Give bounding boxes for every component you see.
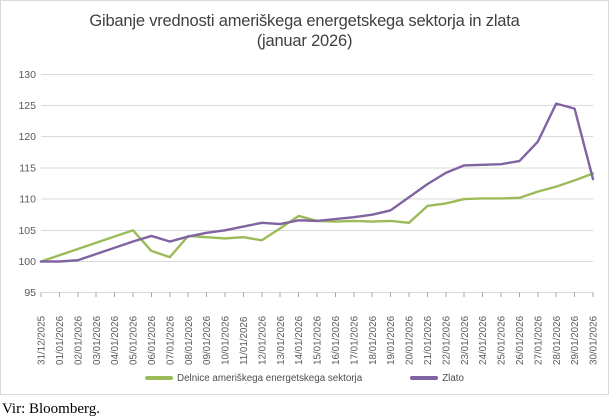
- x-tick-label: 30/01/2026: [589, 315, 600, 365]
- series-line-delnice: [39, 172, 595, 263]
- x-tick-label: 20/01/2026: [405, 315, 416, 365]
- y-tick-label: 100: [18, 256, 36, 268]
- y-tick-label: 125: [18, 100, 36, 112]
- y-tick-label: 95: [24, 287, 36, 299]
- x-tick-label: 21/01/2026: [423, 315, 434, 365]
- x-tick-label: 05/01/2026: [129, 315, 140, 365]
- x-tick-label: 14/01/2026: [294, 315, 305, 365]
- x-tick-label: 11/01/2026: [239, 316, 250, 365]
- legend-label-delnice: Delnice ameriškega energetskega sektorja: [177, 372, 363, 384]
- legend-item-delnice: Delnice ameriškega energetskega sektorja: [145, 373, 362, 384]
- x-tick-label: 29/01/2026: [570, 315, 581, 365]
- x-tick-label: 02/01/2026: [73, 315, 84, 365]
- x-tick-label: 04/01/2026: [110, 315, 121, 365]
- x-tick-label: 31/12/2025: [37, 315, 48, 365]
- x-tick-label: 07/01/2026: [165, 315, 176, 365]
- x-tick-label: 17/01/2026: [349, 315, 360, 365]
- y-tick-label: 120: [18, 131, 36, 143]
- chart-title-line1: Gibanje vrednosti ameriškega energetskeg…: [89, 12, 520, 30]
- x-tick-label: 16/01/2026: [331, 315, 342, 365]
- chart-title-line2: (januar 2026): [256, 32, 353, 50]
- legend: Delnice ameriškega energetskega sektorja…: [1, 370, 608, 386]
- chart-title: Gibanje vrednosti ameriškega energetskeg…: [1, 11, 608, 51]
- x-tick-label: 13/01/2026: [276, 315, 287, 365]
- x-tick-label: 09/01/2026: [202, 315, 213, 365]
- x-tick-label: 22/01/2026: [441, 315, 452, 365]
- x-tick-label: 15/01/2026: [313, 315, 324, 365]
- chart-area: 95 100 105 110 115 120 125 130 31/12/2025 01/01/2…: [0, 0, 609, 395]
- x-tick-label: 12/01/2026: [257, 315, 268, 365]
- y-tick-label: 115: [19, 162, 36, 174]
- x-tick-label: 03/01/2026: [92, 315, 103, 365]
- legend-line-sample-zlato: [410, 376, 439, 380]
- x-tick-label: 08/01/2026: [184, 315, 195, 365]
- x-tick-label: 25/01/2026: [497, 315, 508, 365]
- y-tick-label: 110: [19, 194, 36, 206]
- x-tick-label: 26/01/2026: [515, 315, 526, 365]
- legend-item-zlato: Zlato: [410, 373, 464, 384]
- x-tick-label: 27/01/2026: [533, 315, 544, 365]
- y-tick-label: 130: [18, 69, 36, 81]
- x-tick-label: 23/01/2026: [460, 315, 471, 365]
- legend-label-zlato: Zlato: [442, 372, 464, 384]
- x-tick-label: 01/01/2026: [55, 315, 66, 365]
- source-note: Vir: Bloomberg.: [2, 401, 100, 417]
- series-line-zlato: [39, 102, 595, 263]
- legend-line-sample-delnice: [145, 376, 174, 380]
- x-tick-label: 28/01/2026: [552, 315, 563, 365]
- x-tick-label: 10/01/2026: [221, 315, 232, 365]
- x-tick-label: 18/01/2026: [368, 315, 379, 365]
- x-tick-label: 19/01/2026: [386, 315, 397, 365]
- plot-area: 95 100 105 110 115 120 125 130 31/12/2025 01/01/2…: [18, 69, 600, 365]
- x-tick-label: 06/01/2026: [147, 315, 158, 365]
- x-tick-label: 24/01/2026: [478, 315, 489, 365]
- y-tick-label: 105: [18, 225, 36, 237]
